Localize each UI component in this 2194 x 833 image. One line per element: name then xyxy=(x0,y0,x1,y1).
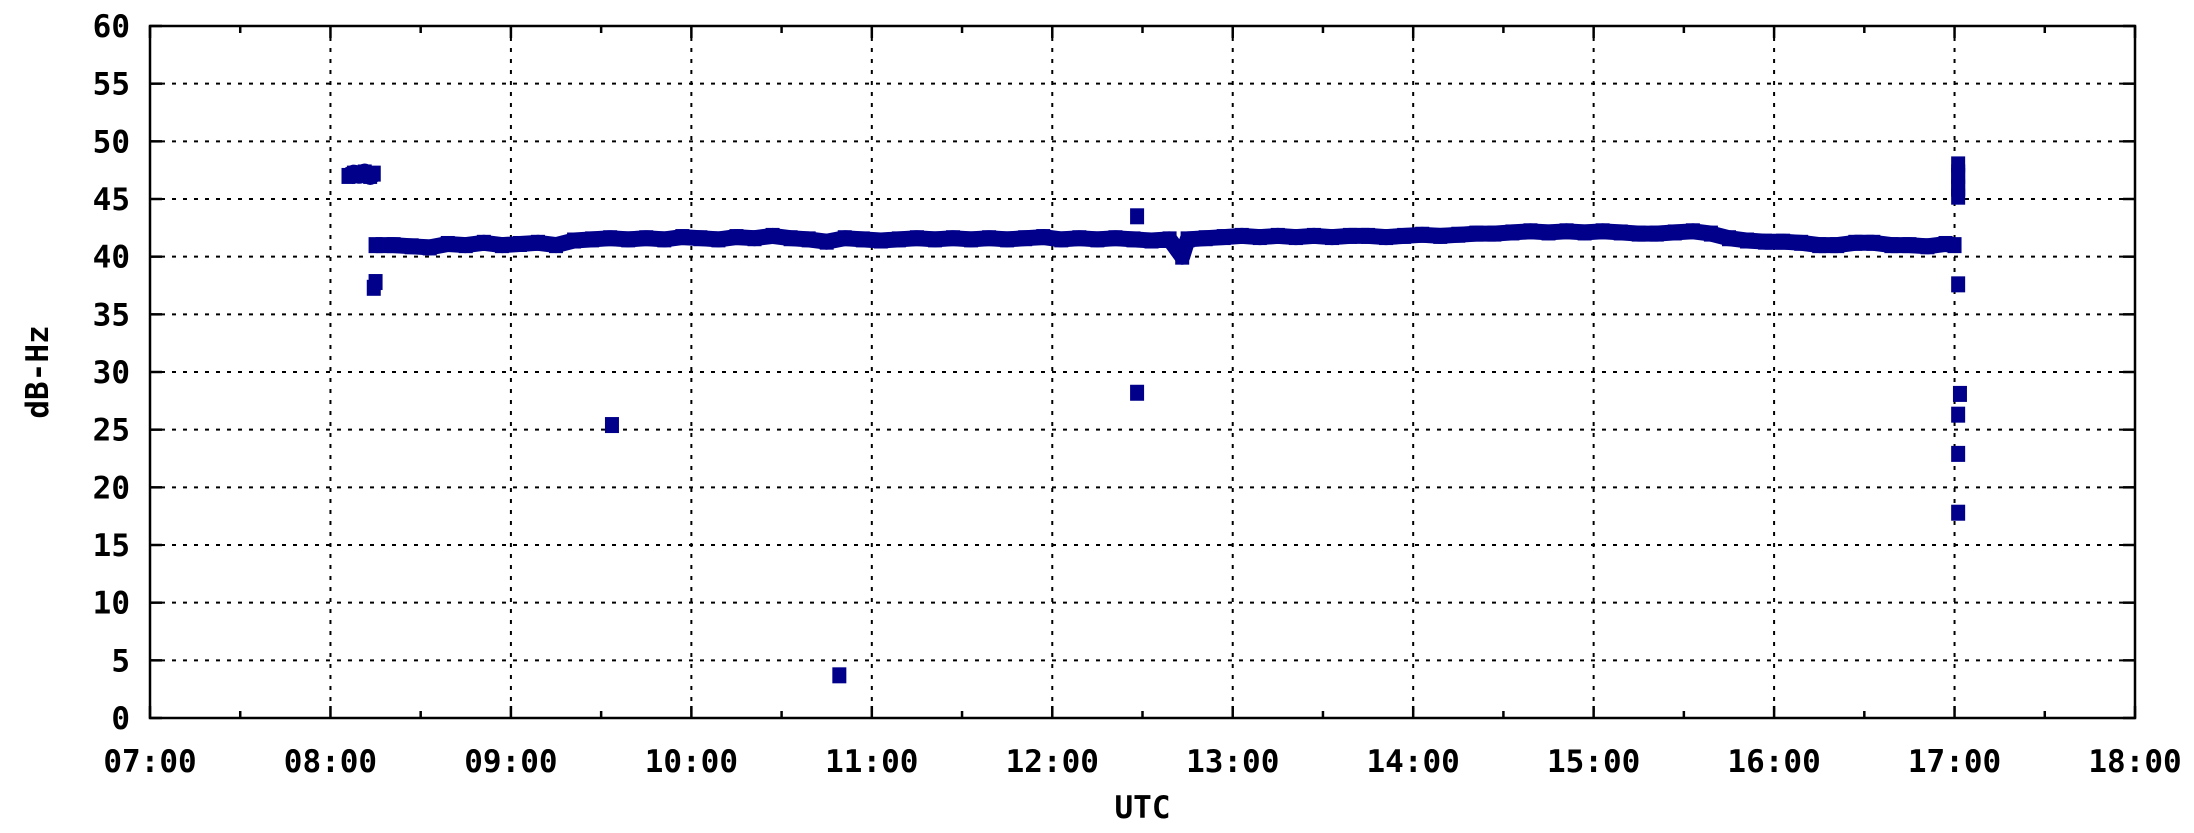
data-point xyxy=(1951,406,1966,423)
x-tick-label: 09:00 xyxy=(464,744,557,780)
x-tick-label: 18:00 xyxy=(2088,744,2181,780)
data-cluster xyxy=(344,163,380,185)
grid-lines xyxy=(150,26,2135,718)
y-tick-label: 20 xyxy=(93,470,130,506)
data-point xyxy=(832,667,847,684)
data-band xyxy=(375,223,1956,265)
x-tick-label: 08:00 xyxy=(284,744,377,780)
y-tick-labels: 0 5 10 15 20 25 30 35 40 45 50 55 60 xyxy=(93,9,130,737)
y-tick-label: 45 xyxy=(93,182,130,218)
y-tick-label: 40 xyxy=(93,240,130,276)
data-point xyxy=(1130,384,1145,401)
y-tick-label: 10 xyxy=(93,586,130,622)
x-tick-label: 14:00 xyxy=(1367,744,1460,780)
data-point xyxy=(1951,504,1966,521)
y-tick-label: 30 xyxy=(93,355,130,391)
data-point xyxy=(1951,276,1966,293)
x-axis-title: UTC xyxy=(1115,790,1171,826)
data-point xyxy=(1951,445,1966,462)
tick-marks xyxy=(148,24,2137,720)
y-tick-label: 0 xyxy=(111,701,130,737)
x-tick-label: 12:00 xyxy=(1006,744,1099,780)
y-tick-label: 5 xyxy=(111,643,130,679)
x-tick-label: 16:00 xyxy=(1727,744,1820,780)
x-tick-label: 13:00 xyxy=(1186,744,1279,780)
data-point xyxy=(1130,208,1145,225)
y-tick-label: 50 xyxy=(93,124,130,160)
x-tick-label: 07:00 xyxy=(103,744,196,780)
x-tick-label: 17:00 xyxy=(1908,744,2001,780)
x-tick-labels: 07:00 08:00 09:00 10:00 11:00 12:00 13:00 14:00… xyxy=(103,744,2181,780)
data-point xyxy=(1952,385,1967,402)
y-tick-label: 55 xyxy=(93,67,130,103)
x-tick-label: 10:00 xyxy=(645,744,738,780)
data-point xyxy=(368,274,383,291)
y-tick-label: 25 xyxy=(93,413,130,449)
data-points xyxy=(341,156,1967,684)
data-point xyxy=(604,417,619,434)
y-axis-title: dB-Hz xyxy=(20,325,56,418)
y-tick-label: 60 xyxy=(93,9,130,45)
x-tick-label: 15:00 xyxy=(1547,744,1640,780)
x-tick-label: 11:00 xyxy=(825,744,918,780)
y-tick-label: 15 xyxy=(93,528,130,564)
y-tick-label: 35 xyxy=(93,297,130,333)
